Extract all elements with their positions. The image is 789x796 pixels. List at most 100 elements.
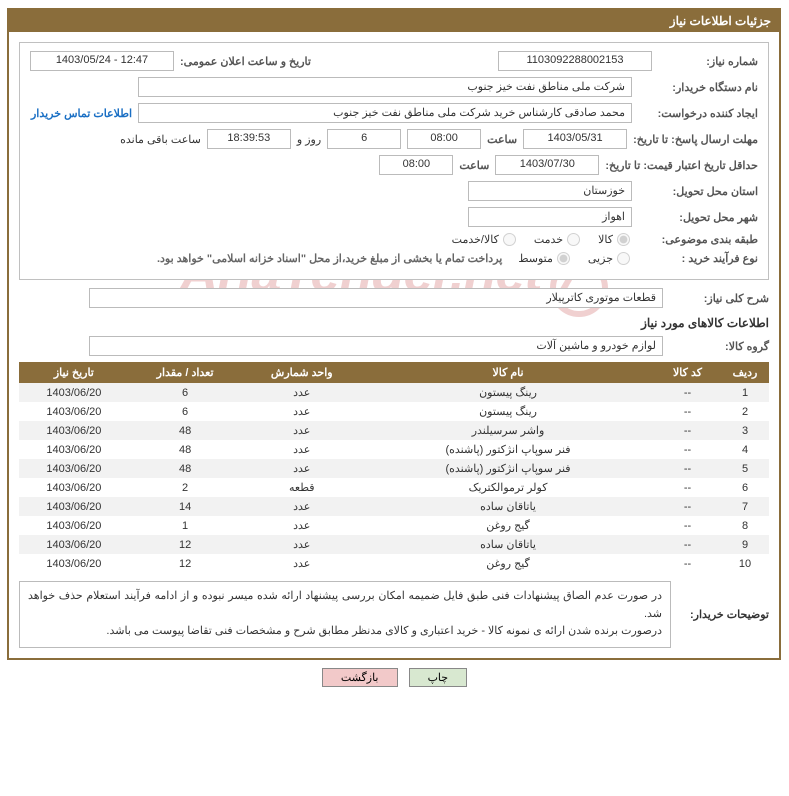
group-value: لوازم خودرو و ماشین آلات	[89, 336, 663, 356]
group-label: گروه کالا:	[669, 340, 769, 353]
table-row: 3--واشر سرسیلندرعدد481403/06/20	[19, 421, 769, 440]
desc-label: شرح کلی نیاز:	[669, 292, 769, 305]
cell-date: 1403/06/20	[19, 383, 129, 402]
table-row: 9--یاتاقان سادهعدد121403/06/20	[19, 535, 769, 554]
cell-qty: 12	[129, 535, 242, 554]
cell-qty: 12	[129, 554, 242, 573]
contact-link[interactable]: اطلاعات تماس خریدار	[31, 107, 132, 120]
hour-label-1: ساعت	[487, 133, 517, 146]
cell-idx: 8	[721, 516, 769, 535]
goods-info-heading: اطلاعات کالاهای مورد نیاز	[19, 316, 769, 330]
cell-qty: 6	[129, 402, 242, 421]
cell-unit: عدد	[241, 421, 362, 440]
cell-code: --	[654, 459, 721, 478]
cell-qty: 6	[129, 383, 242, 402]
cell-code: --	[654, 497, 721, 516]
cell-name: گیج روغن	[362, 554, 654, 573]
cell-idx: 5	[721, 459, 769, 478]
cell-name: گیج روغن	[362, 516, 654, 535]
cell-code: --	[654, 440, 721, 459]
cell-unit: عدد	[241, 402, 362, 421]
radio-goods[interactable]: کالا	[598, 233, 632, 246]
cell-code: --	[654, 516, 721, 535]
cell-code: --	[654, 421, 721, 440]
city-value: اهواز	[468, 207, 632, 227]
cell-name: فنر سوپاپ انژکتور (پاشنده)	[362, 459, 654, 478]
back-button[interactable]: بازگشت	[322, 668, 398, 687]
th-name: نام کالا	[362, 362, 654, 383]
cell-idx: 2	[721, 402, 769, 421]
th-unit: واحد شمارش	[241, 362, 362, 383]
cell-name: رینگ پیستون	[362, 402, 654, 421]
th-code: کد کالا	[654, 362, 721, 383]
category-label: طبقه بندی موضوعی:	[638, 233, 758, 246]
table-row: 10--گیج روغنعدد121403/06/20	[19, 554, 769, 573]
cell-idx: 4	[721, 440, 769, 459]
cell-date: 1403/06/20	[19, 478, 129, 497]
cell-date: 1403/06/20	[19, 535, 129, 554]
need-number-label: شماره نیاز:	[658, 55, 758, 68]
cell-qty: 48	[129, 459, 242, 478]
window: جزئیات اطلاعات نیاز AriaTender.net شماره…	[7, 8, 781, 660]
announce-value: 1403/05/24 - 12:47	[30, 51, 174, 71]
cell-idx: 1	[721, 383, 769, 402]
cell-unit: عدد	[241, 383, 362, 402]
desc-value: قطعات موتوری کاترپیلار	[89, 288, 663, 308]
cell-unit: عدد	[241, 516, 362, 535]
days-remaining-value: 6	[327, 129, 401, 149]
city-label: شهر محل تحویل:	[638, 211, 758, 224]
cell-name: رینگ پیستون	[362, 383, 654, 402]
footer: چاپ بازگشت	[8, 660, 781, 689]
cell-qty: 48	[129, 421, 242, 440]
th-qty: تعداد / مقدار	[129, 362, 242, 383]
requester-value: محمد صادقی کارشناس خرید شرکت ملی مناطق ن…	[138, 103, 632, 123]
cell-name: فنر سوپاپ انژکتور (پاشنده)	[362, 440, 654, 459]
table-row: 1--رینگ پیستونعدد61403/06/20	[19, 383, 769, 402]
buyer-notes-label: توضیحات خریدار:	[679, 581, 769, 648]
cell-name: واشر سرسیلندر	[362, 421, 654, 440]
validity-label: حداقل تاریخ اعتبار قیمت: تا تاریخ:	[605, 159, 758, 172]
th-date: تاریخ نیاز	[19, 362, 129, 383]
table-row: 2--رینگ پیستونعدد61403/06/20	[19, 402, 769, 421]
cell-date: 1403/06/20	[19, 516, 129, 535]
buyer-org-value: شرکت ملی مناطق نفت خیز جنوب	[138, 77, 632, 97]
deadline-label: مهلت ارسال پاسخ: تا تاریخ:	[633, 133, 758, 146]
cell-idx: 3	[721, 421, 769, 440]
hour-label-2: ساعت	[459, 159, 489, 172]
radio-partial[interactable]: جزیی	[588, 252, 632, 265]
table-row: 6--کولر ترموالکتریکقطعه21403/06/20	[19, 478, 769, 497]
radio-medium[interactable]: متوسط	[518, 252, 572, 265]
cell-unit: عدد	[241, 554, 362, 573]
buyer-org-label: نام دستگاه خریدار:	[638, 81, 758, 94]
province-value: خوزستان	[468, 181, 632, 201]
items-table: ردیف کد کالا نام کالا واحد شمارش تعداد /…	[19, 362, 769, 573]
cell-idx: 9	[721, 535, 769, 554]
radio-goods-service[interactable]: کالا/خدمت	[452, 233, 518, 246]
days-word: روز و	[297, 133, 321, 146]
cell-name: کولر ترموالکتریک	[362, 478, 654, 497]
deadline-hour-value: 08:00	[407, 129, 481, 149]
cell-code: --	[654, 478, 721, 497]
cell-date: 1403/06/20	[19, 421, 129, 440]
cell-unit: عدد	[241, 459, 362, 478]
proc-type-label: نوع فرآیند خرید :	[638, 252, 758, 265]
cell-idx: 7	[721, 497, 769, 516]
cell-qty: 14	[129, 497, 242, 516]
cell-unit: عدد	[241, 535, 362, 554]
cell-code: --	[654, 535, 721, 554]
cell-qty: 2	[129, 478, 242, 497]
cell-idx: 6	[721, 478, 769, 497]
validity-date-value: 1403/07/30	[495, 155, 599, 175]
validity-hour-value: 08:00	[379, 155, 453, 175]
proc-note: پرداخت تمام یا بخشی از مبلغ خرید،از محل …	[157, 252, 502, 265]
cell-qty: 1	[129, 516, 242, 535]
table-row: 4--فنر سوپاپ انژکتور (پاشنده)عدد481403/0…	[19, 440, 769, 459]
print-button[interactable]: چاپ	[409, 668, 468, 687]
cell-name: یاتاقان ساده	[362, 535, 654, 554]
th-idx: ردیف	[721, 362, 769, 383]
cell-unit: قطعه	[241, 478, 362, 497]
cell-name: یاتاقان ساده	[362, 497, 654, 516]
radio-service[interactable]: خدمت	[534, 233, 582, 246]
cell-date: 1403/06/20	[19, 440, 129, 459]
cell-date: 1403/06/20	[19, 402, 129, 421]
